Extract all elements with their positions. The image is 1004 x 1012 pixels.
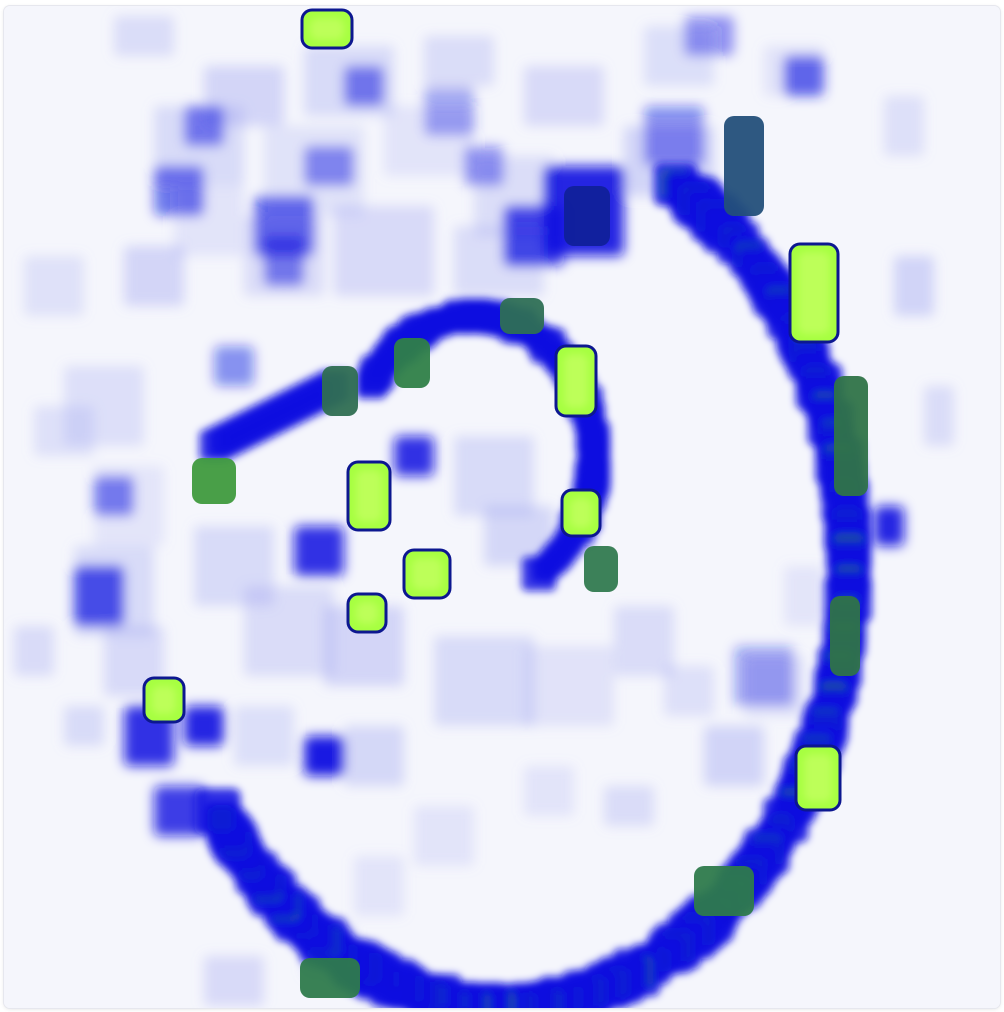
scatter-patch <box>894 256 934 316</box>
warm-spot <box>564 186 610 246</box>
scatter-patch <box>524 766 574 816</box>
density-heatmap <box>4 6 1000 1008</box>
density-blob <box>734 646 794 706</box>
scatter-patch <box>204 956 264 1006</box>
inner-ring-segment <box>521 556 557 592</box>
ring-segment <box>194 788 241 835</box>
scatter-patch <box>244 586 334 676</box>
hotspot-layer <box>142 8 868 998</box>
scatter-patch <box>604 786 654 826</box>
density-blob <box>464 146 504 186</box>
scatter-patch <box>884 96 924 156</box>
density-blob <box>424 86 474 136</box>
scatter-patch <box>924 386 954 446</box>
hotspot-glow <box>804 754 832 802</box>
scatter-patch <box>484 506 554 566</box>
scatter-patch <box>14 626 54 676</box>
density-blob <box>184 706 224 746</box>
scatter-patch <box>234 706 294 766</box>
density-blob <box>684 16 734 56</box>
warm-spot <box>724 116 764 216</box>
warm-spot <box>500 298 544 334</box>
scatter-patch <box>524 66 604 126</box>
density-blob <box>644 106 704 166</box>
scatter-patch <box>434 636 534 726</box>
scatter-patch <box>614 606 674 676</box>
density-blob <box>184 106 224 146</box>
scatter-patch <box>354 856 404 916</box>
warm-spot <box>830 596 860 676</box>
hotspot-glow <box>356 602 378 624</box>
warm-spot <box>192 458 236 504</box>
scatter-patch <box>784 566 824 626</box>
density-blob <box>154 166 204 216</box>
heatmap-frame <box>4 6 1000 1008</box>
scatter-patch <box>64 706 104 746</box>
scatter-patch <box>334 206 434 296</box>
scatter-patch <box>454 436 534 516</box>
density-blob <box>344 66 384 106</box>
spiral-arm-segment <box>199 429 231 462</box>
density-blob <box>304 736 344 776</box>
scatter-patch <box>124 246 184 306</box>
density-blob <box>294 526 344 576</box>
density-blob <box>784 56 824 96</box>
hotspot-glow <box>570 498 592 528</box>
faint-scatter-layer <box>14 16 954 1006</box>
hotspot-glow <box>412 558 442 590</box>
scatter-patch <box>524 646 614 726</box>
warm-spot <box>300 958 360 998</box>
scatter-patch <box>24 256 84 316</box>
scatter-patch <box>704 726 764 786</box>
scatter-patch <box>34 406 94 456</box>
density-blob <box>154 786 204 836</box>
hotspot-glow <box>356 470 382 522</box>
density-blob <box>264 236 304 286</box>
scatter-patch <box>424 36 494 86</box>
scatter-patch <box>344 726 404 786</box>
scatter-patch <box>664 666 714 716</box>
density-blob <box>74 566 124 626</box>
hotspot-glow <box>310 18 344 40</box>
density-blob <box>394 436 434 476</box>
hotspot-glow <box>564 354 588 408</box>
warm-spot <box>322 366 358 416</box>
warm-spot <box>694 866 754 916</box>
density-blob <box>94 476 134 516</box>
warm-spot <box>394 338 430 388</box>
hotspot-glow <box>798 252 830 334</box>
warm-spot <box>834 376 868 496</box>
density-blob <box>874 506 904 546</box>
scatter-patch <box>114 16 174 56</box>
scatter-patch <box>414 806 474 866</box>
hotspot-glow <box>152 686 176 714</box>
density-blob <box>304 146 354 186</box>
density-blob <box>214 346 254 386</box>
warm-spot <box>584 546 618 592</box>
